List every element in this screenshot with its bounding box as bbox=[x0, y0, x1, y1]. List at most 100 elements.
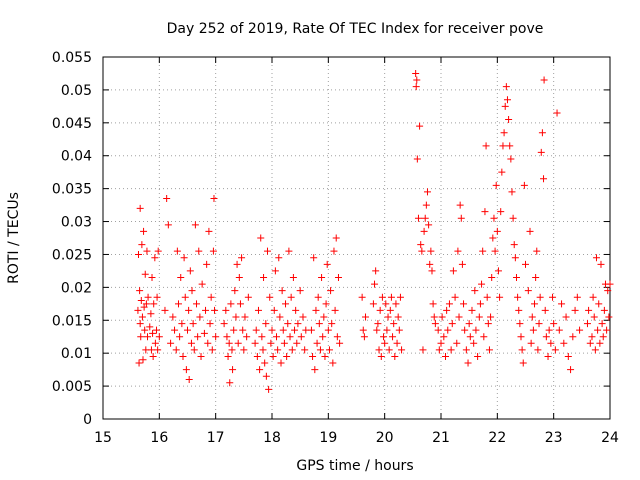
x-axis-label: GPS time / hours bbox=[296, 458, 413, 474]
data-point bbox=[256, 366, 264, 374]
data-point bbox=[573, 293, 581, 301]
data-point bbox=[497, 208, 505, 216]
data-point bbox=[136, 320, 144, 328]
data-point bbox=[207, 293, 215, 301]
data-point bbox=[139, 356, 147, 364]
data-point bbox=[418, 247, 426, 255]
data-point bbox=[447, 346, 455, 354]
data-point bbox=[258, 333, 266, 341]
data-point bbox=[527, 339, 535, 347]
data-point bbox=[538, 129, 546, 137]
data-point bbox=[395, 326, 403, 334]
data-point bbox=[417, 241, 425, 249]
data-point bbox=[327, 287, 335, 295]
data-point bbox=[210, 195, 218, 203]
data-point bbox=[188, 287, 196, 295]
data-point bbox=[262, 320, 270, 328]
data-point bbox=[146, 323, 154, 331]
data-point bbox=[512, 273, 520, 281]
data-point bbox=[487, 313, 495, 321]
data-point bbox=[136, 204, 144, 212]
x-tick-label: 23 bbox=[545, 430, 563, 446]
data-point bbox=[482, 142, 490, 150]
data-point bbox=[299, 313, 307, 321]
data-point bbox=[151, 254, 159, 262]
y-tick-label: 0.005 bbox=[52, 379, 92, 395]
data-point bbox=[309, 352, 317, 360]
data-point bbox=[293, 339, 301, 347]
data-point bbox=[437, 339, 445, 347]
data-point bbox=[333, 333, 341, 341]
data-point bbox=[520, 181, 528, 189]
data-point bbox=[422, 201, 430, 209]
data-point bbox=[134, 306, 142, 314]
data-point bbox=[438, 313, 446, 321]
data-point bbox=[603, 326, 611, 334]
data-point bbox=[211, 306, 219, 314]
data-point bbox=[224, 352, 232, 360]
data-point bbox=[503, 96, 511, 104]
data-point bbox=[590, 313, 598, 321]
data-point bbox=[588, 333, 596, 341]
data-point bbox=[488, 273, 496, 281]
data-point bbox=[225, 339, 233, 347]
data-point bbox=[598, 320, 606, 328]
data-point bbox=[202, 306, 210, 314]
data-point bbox=[414, 214, 422, 222]
data-point bbox=[265, 385, 273, 393]
data-point bbox=[196, 313, 204, 321]
data-point bbox=[426, 260, 434, 268]
data-point bbox=[269, 352, 277, 360]
data-point bbox=[536, 293, 544, 301]
data-point bbox=[323, 260, 331, 268]
data-point bbox=[184, 326, 191, 334]
data-point bbox=[562, 313, 570, 321]
data-point bbox=[198, 280, 206, 288]
data-point bbox=[537, 148, 545, 156]
data-point bbox=[571, 306, 579, 314]
data-point bbox=[375, 346, 383, 354]
data-point bbox=[311, 366, 319, 374]
x-tick-label: 16 bbox=[150, 430, 168, 446]
data-point bbox=[203, 260, 211, 268]
data-point bbox=[266, 293, 274, 301]
data-point bbox=[273, 333, 281, 341]
data-point bbox=[387, 293, 395, 301]
data-point bbox=[223, 333, 231, 341]
data-point bbox=[431, 320, 439, 328]
data-point bbox=[522, 260, 529, 268]
data-point bbox=[464, 359, 472, 367]
y-axis-label: ROTI / TECUs bbox=[6, 192, 22, 284]
x-tick-label: 17 bbox=[207, 430, 225, 446]
data-point bbox=[230, 326, 238, 334]
data-point bbox=[550, 320, 558, 328]
data-point bbox=[176, 333, 184, 341]
data-point bbox=[499, 142, 507, 150]
data-point bbox=[336, 339, 344, 347]
data-point bbox=[534, 346, 542, 354]
data-point bbox=[544, 352, 552, 360]
data-point bbox=[425, 221, 433, 229]
data-point bbox=[434, 326, 442, 334]
data-point bbox=[493, 227, 501, 235]
data-point bbox=[140, 227, 148, 235]
data-point bbox=[208, 346, 216, 354]
y-tick-label: 0.015 bbox=[52, 313, 92, 329]
data-point bbox=[141, 326, 149, 334]
data-point bbox=[595, 300, 603, 308]
data-point bbox=[479, 247, 487, 255]
data-point bbox=[377, 352, 385, 360]
data-point bbox=[542, 333, 550, 341]
data-point bbox=[236, 300, 244, 308]
data-point bbox=[592, 254, 600, 262]
data-point bbox=[481, 208, 489, 216]
data-point bbox=[271, 267, 279, 275]
data-point bbox=[421, 214, 429, 222]
data-point bbox=[378, 293, 386, 301]
data-point bbox=[430, 313, 438, 321]
axis-ticks bbox=[102, 56, 611, 420]
data-point bbox=[460, 300, 468, 308]
data-point bbox=[498, 168, 506, 176]
data-point bbox=[319, 333, 327, 341]
data-point bbox=[292, 306, 300, 314]
